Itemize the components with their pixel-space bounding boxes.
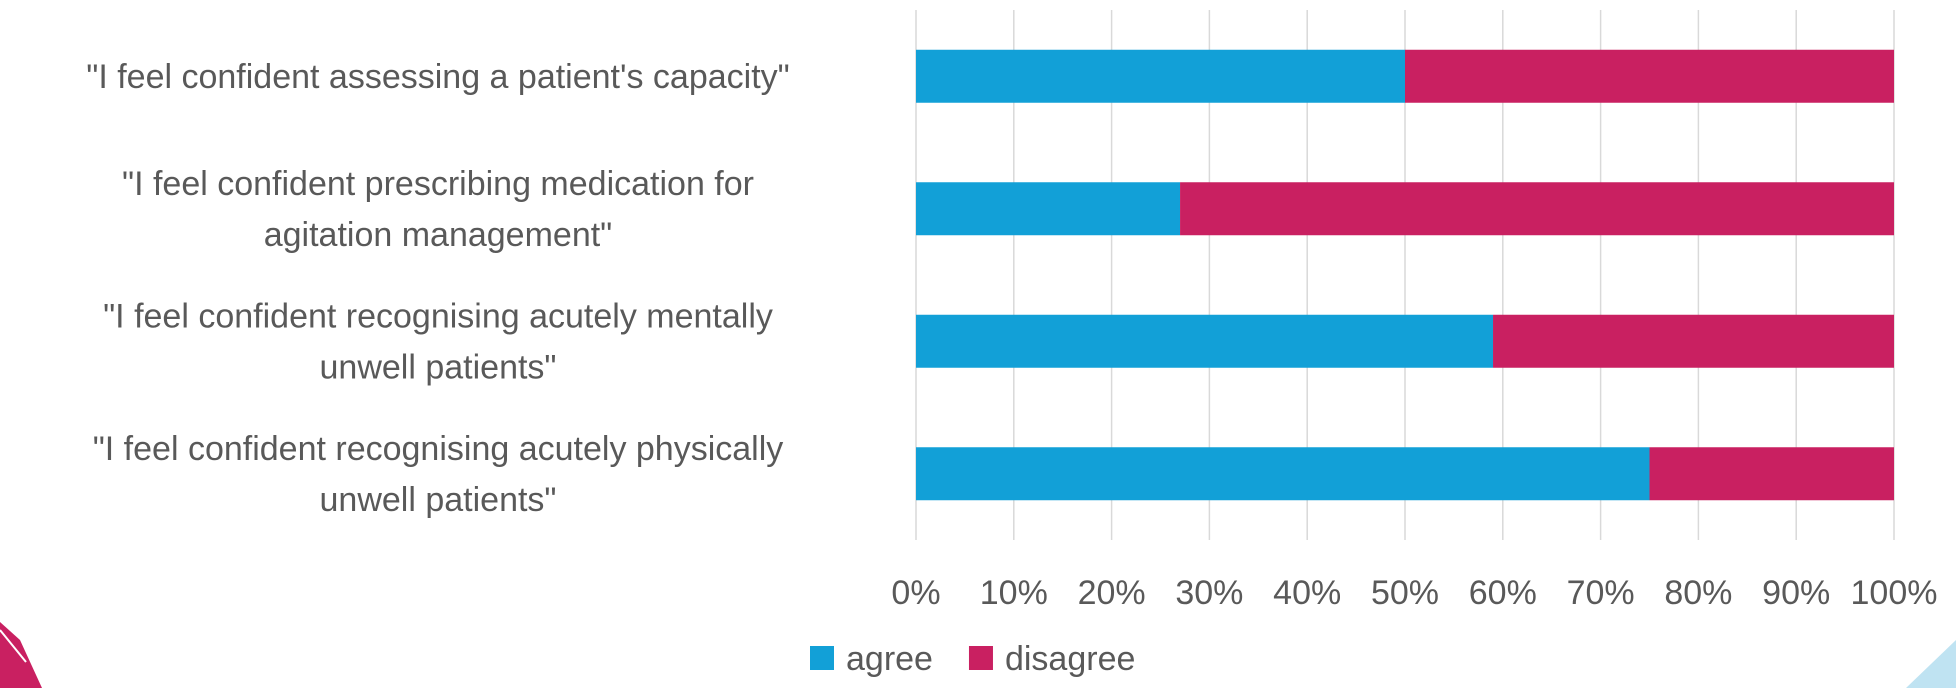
category-label-line: "I feel confident recognising acutely ph… (93, 430, 784, 468)
category-label-line: unwell patients" (320, 349, 557, 387)
bar-agree-4 (916, 447, 1650, 501)
category-label-4: "I feel confident recognising acutely ph… (93, 430, 784, 519)
bar-agree-2 (916, 182, 1181, 236)
category-label-1: "I feel confident assessing a patient's … (86, 58, 789, 96)
x-tick-label: 70% (1567, 574, 1635, 612)
bars (916, 49, 1894, 501)
category-label-line: "I feel confident prescribing medication… (122, 165, 754, 203)
bar-disagree-3 (1493, 314, 1894, 368)
x-tick-label: 50% (1371, 574, 1439, 612)
category-label-line: "I feel confident assessing a patient's … (86, 58, 789, 96)
legend-label-disagree: disagree (1005, 640, 1135, 678)
x-tick-label: 0% (891, 574, 940, 612)
x-tick-label: 10% (980, 574, 1048, 612)
category-label-2: "I feel confident prescribing medication… (122, 165, 754, 254)
x-tick-label: 100% (1851, 574, 1938, 612)
x-tick-label: 80% (1664, 574, 1732, 612)
corner-shape-left-line (0, 629, 27, 663)
x-axis-tick-labels: 0% 10% 20% 30% 40% 50% 60% 70% 80% 90% 100% (891, 574, 1937, 612)
category-label-line: unwell patients" (320, 481, 557, 519)
legend-swatch-agree (810, 646, 834, 670)
legend-swatch-disagree (968, 646, 993, 670)
legend: agree disagree (810, 640, 1135, 678)
decorative-corners (0, 622, 1956, 688)
bar-disagree-1 (1405, 49, 1894, 103)
x-tick-label: 40% (1273, 574, 1341, 612)
bar-agree-3 (916, 314, 1494, 368)
category-label-3: "I feel confident recognising acutely me… (103, 298, 773, 387)
x-tick-label: 30% (1175, 574, 1243, 612)
category-label-line: agitation management" (264, 216, 613, 254)
category-labels: "I feel confident assessing a patient's … (86, 58, 789, 519)
bar-agree-1 (916, 49, 1405, 103)
legend-label-agree: agree (846, 640, 933, 678)
bar-disagree-2 (1180, 182, 1894, 236)
x-tick-label: 20% (1078, 574, 1146, 612)
bar-disagree-4 (1649, 447, 1894, 501)
category-label-line: "I feel confident recognising acutely me… (103, 298, 773, 336)
x-tick-label: 60% (1469, 574, 1537, 612)
x-tick-label: 90% (1762, 574, 1830, 612)
corner-shape-right (1906, 640, 1956, 688)
